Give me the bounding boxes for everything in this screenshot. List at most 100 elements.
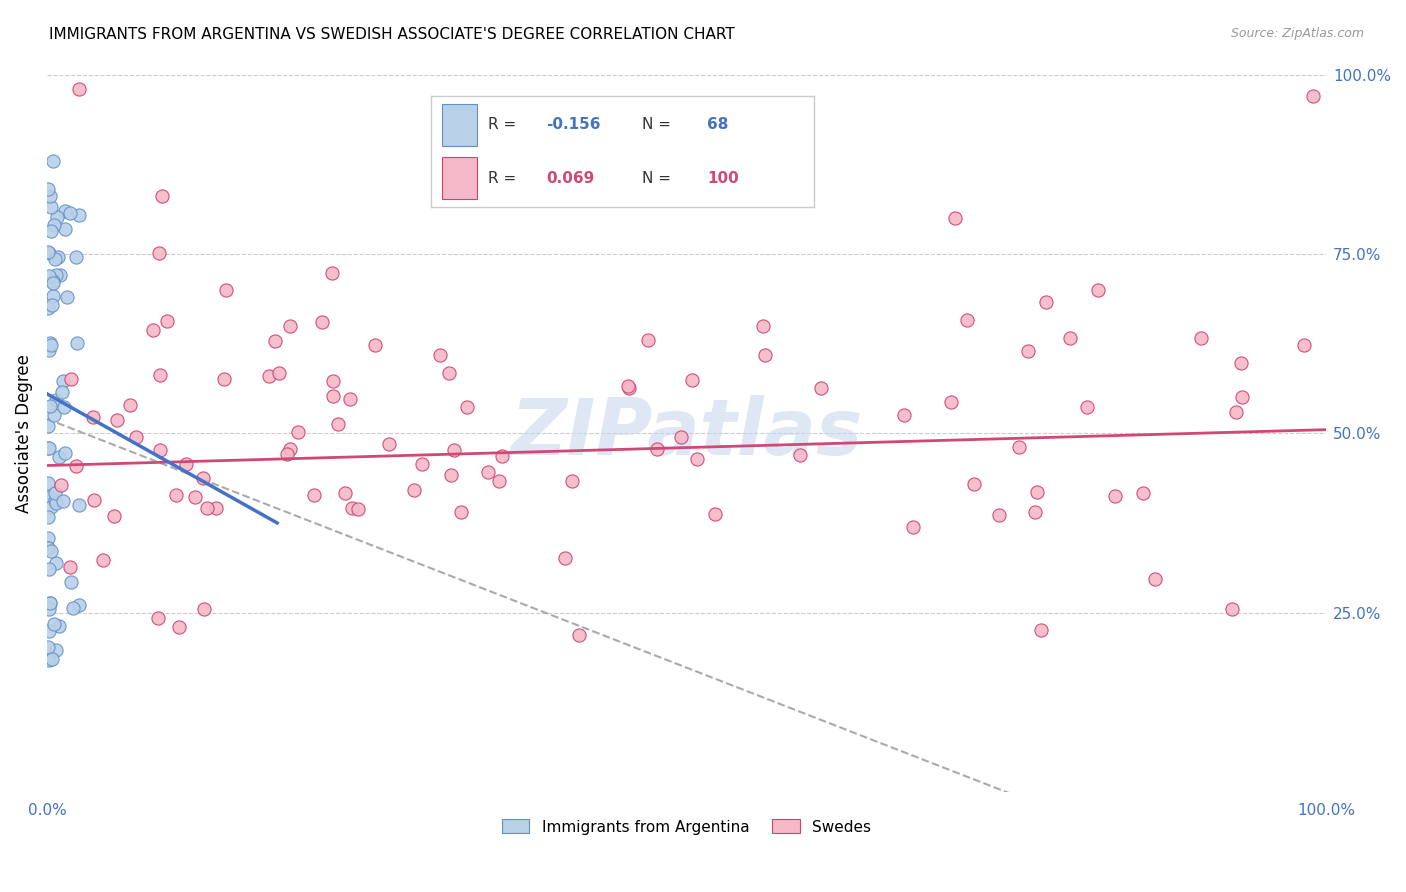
Point (212, 372, 235, 386)
Point (1008, 440, 1031, 454)
Point (45, 556, 67, 570)
Legend: Immigrants from Argentina, Swedes: Immigrants from Argentina, Swedes (502, 820, 870, 835)
Point (342, 501, 364, 516)
Point (167, 619, 190, 633)
Point (44, 408, 66, 422)
Point (41, 652, 63, 666)
Point (1292, 338, 1315, 352)
Point (333, 485, 356, 500)
Point (429, 348, 451, 362)
Point (1230, 390, 1253, 404)
Point (39, 223, 62, 237)
Point (197, 500, 219, 515)
Point (789, 448, 811, 462)
Point (963, 477, 986, 491)
Point (1104, 489, 1126, 503)
Point (302, 488, 325, 502)
Point (39, 596, 62, 610)
Point (443, 442, 465, 457)
Point (37, 531, 59, 545)
Point (278, 318, 301, 333)
Point (491, 449, 513, 463)
Point (49, 478, 72, 492)
Point (41, 289, 63, 303)
Point (60, 371, 83, 385)
Point (149, 442, 172, 457)
Point (322, 374, 344, 388)
Point (617, 381, 640, 395)
Point (37, 245, 59, 260)
Point (44, 218, 66, 232)
Point (37, 475, 59, 490)
Point (1017, 344, 1039, 359)
Y-axis label: Associate's Degree: Associate's Degree (15, 354, 32, 513)
Point (704, 507, 727, 521)
Point (39, 500, 62, 514)
Point (48, 450, 70, 464)
Point (38, 442, 60, 456)
Point (191, 471, 214, 485)
Text: Source: ZipAtlas.com: Source: ZipAtlas.com (1230, 27, 1364, 40)
Point (439, 366, 461, 380)
Point (44, 486, 66, 500)
Point (149, 368, 172, 382)
Point (65, 458, 87, 473)
Point (339, 392, 361, 406)
Point (402, 483, 425, 497)
Point (1229, 356, 1251, 370)
Point (38, 562, 60, 576)
Point (37, 441, 59, 455)
Point (901, 520, 924, 534)
Point (1025, 485, 1047, 500)
Point (48, 618, 70, 632)
Point (1132, 486, 1154, 500)
Point (38, 246, 60, 260)
Point (42, 617, 65, 632)
Point (37, 640, 59, 654)
Point (37, 510, 59, 524)
Point (41, 298, 63, 312)
Point (269, 366, 291, 380)
Point (38, 624, 60, 638)
Point (1220, 602, 1243, 616)
Point (193, 601, 215, 615)
Point (322, 389, 344, 403)
Point (1031, 623, 1053, 637)
Point (278, 442, 301, 456)
Point (561, 474, 583, 488)
Point (321, 266, 343, 280)
Point (45, 643, 67, 657)
Point (38, 490, 60, 504)
Point (311, 315, 333, 329)
Point (39, 596, 62, 610)
Point (752, 318, 775, 333)
Point (893, 409, 915, 423)
Point (37, 182, 59, 196)
Point (45, 211, 67, 225)
Point (440, 468, 463, 483)
Point (554, 550, 576, 565)
Point (450, 505, 472, 519)
Point (669, 430, 692, 444)
Point (93, 553, 115, 567)
Point (645, 442, 668, 456)
Point (62, 600, 84, 615)
Point (568, 628, 591, 642)
Point (150, 189, 173, 203)
Point (37, 541, 59, 556)
Point (637, 333, 659, 347)
Point (124, 430, 146, 444)
Point (943, 211, 966, 225)
Point (1302, 89, 1324, 103)
Point (67, 82, 90, 96)
Point (56, 290, 79, 304)
Point (52, 493, 75, 508)
Point (287, 425, 309, 440)
Point (38, 653, 60, 667)
Point (204, 500, 226, 515)
Point (42, 277, 65, 291)
Point (1189, 331, 1212, 345)
Point (264, 334, 287, 348)
Point (146, 611, 169, 625)
Point (37, 541, 59, 555)
